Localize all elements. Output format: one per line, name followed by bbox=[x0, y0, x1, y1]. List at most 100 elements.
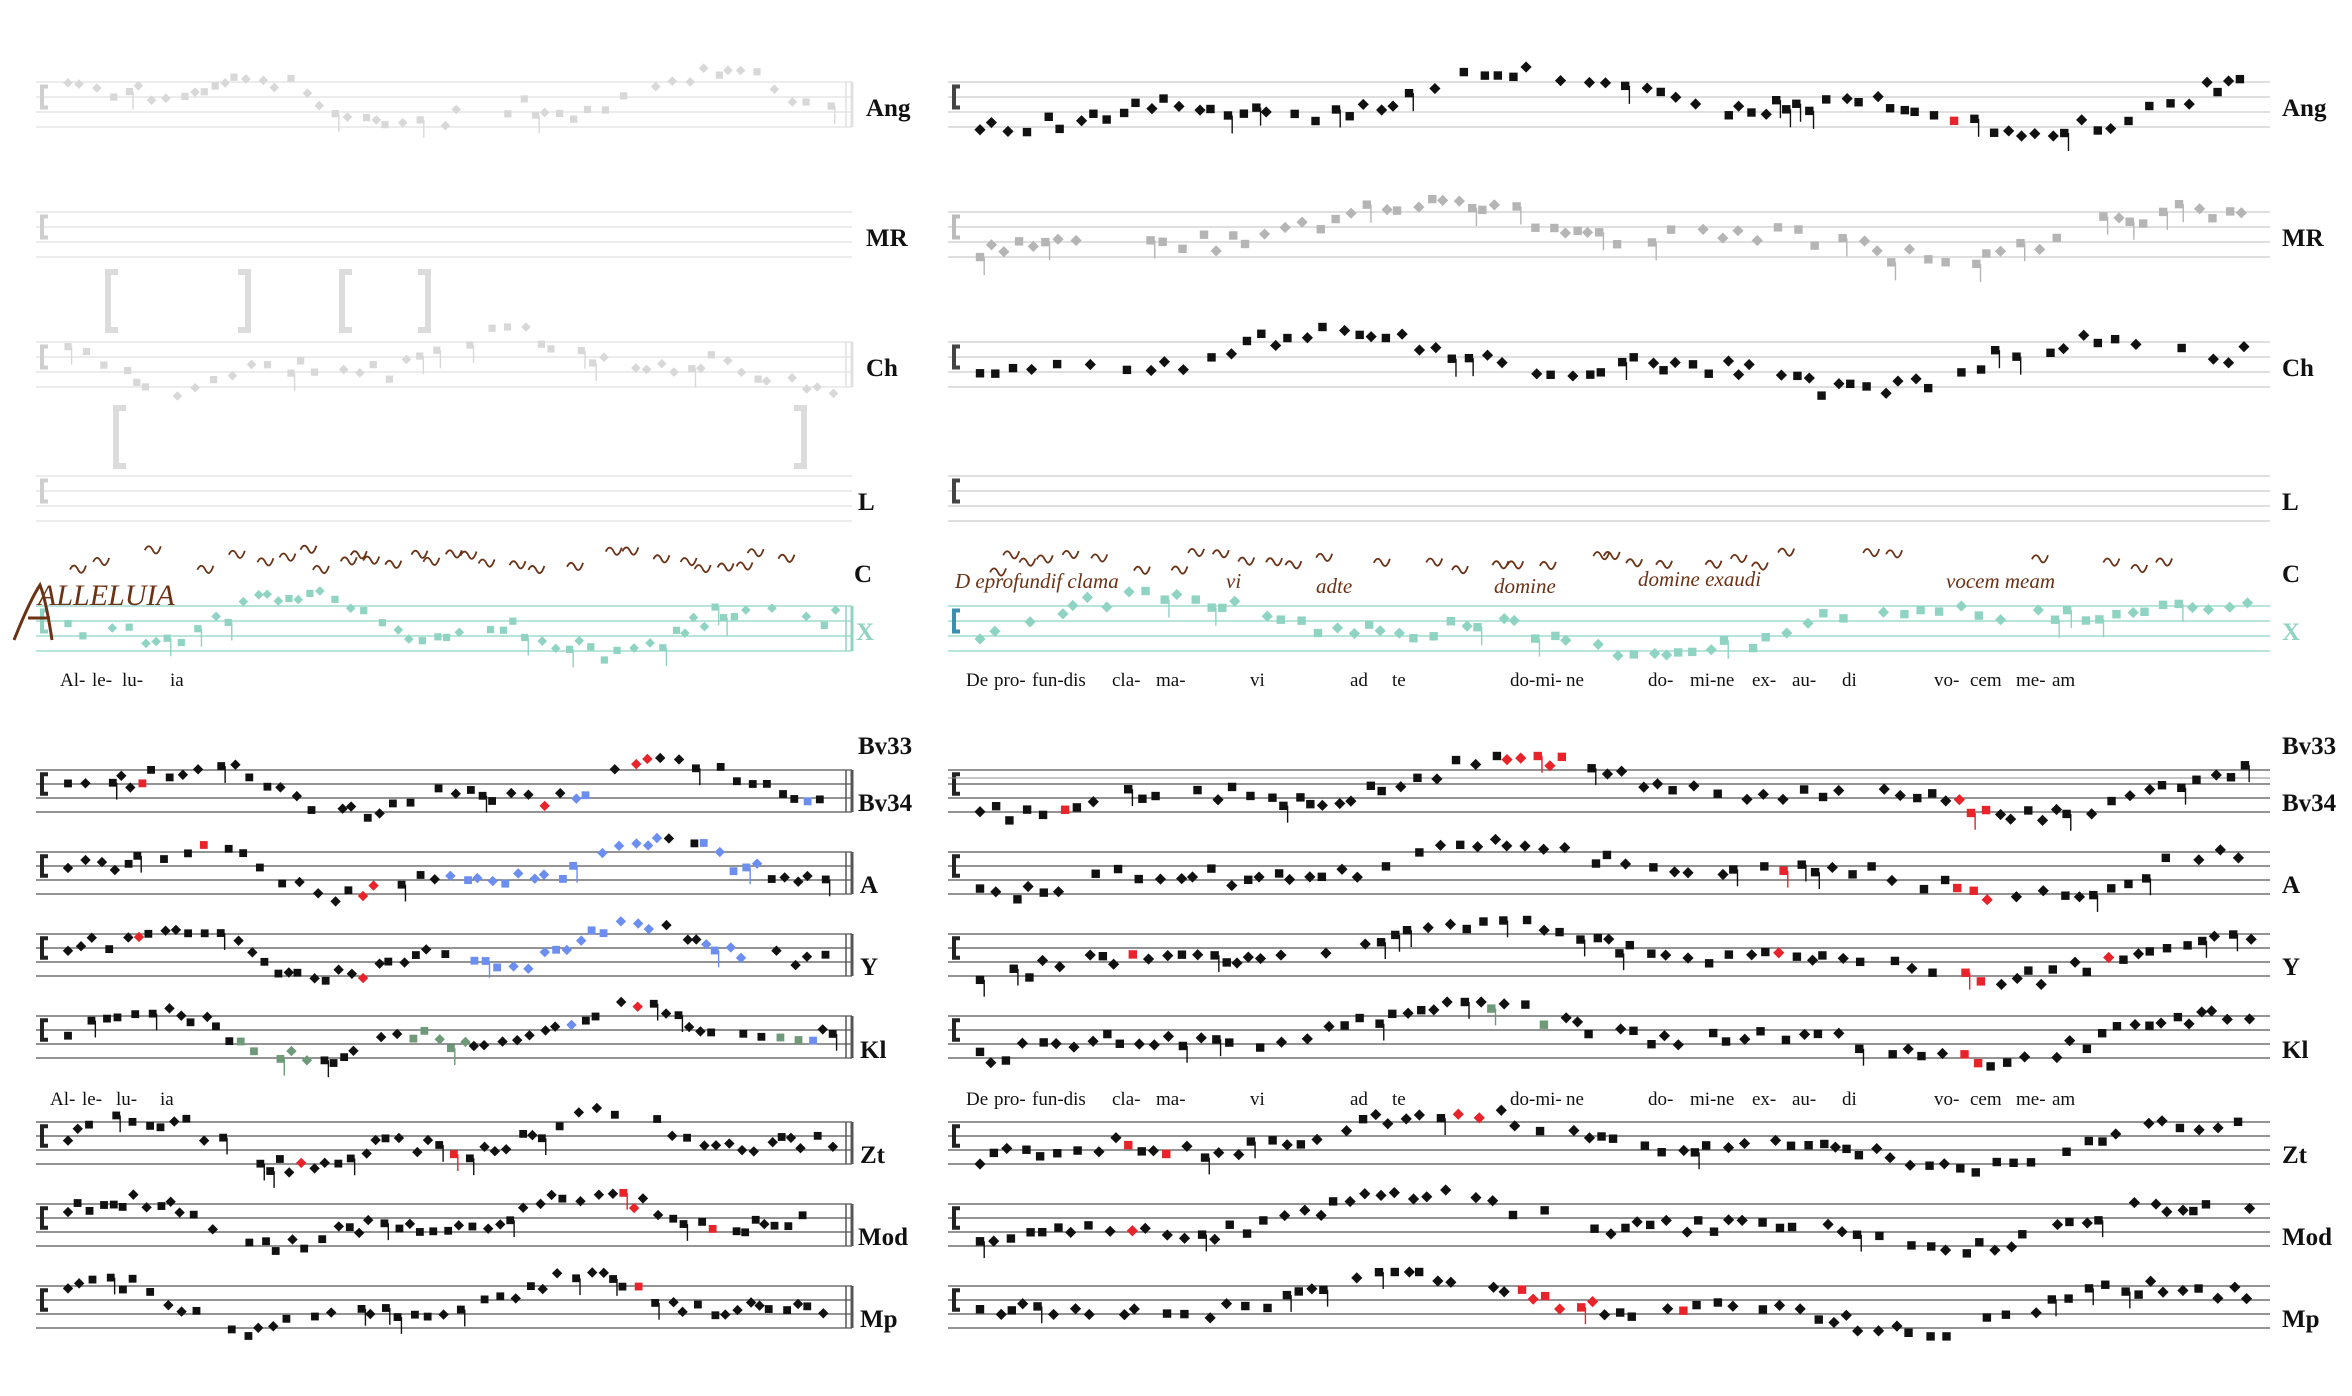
neume-square bbox=[1089, 109, 1098, 118]
neume-square bbox=[1855, 957, 1865, 967]
neume-rhombus bbox=[258, 75, 269, 86]
neume-square bbox=[547, 345, 555, 353]
neume-rhombus bbox=[1396, 328, 1408, 340]
siglum-right-l: L bbox=[2282, 489, 2299, 516]
neume-square bbox=[285, 594, 293, 603]
neume-rhombus bbox=[2240, 1293, 2253, 1305]
neume-square bbox=[1193, 785, 1202, 795]
neume-rhombus bbox=[268, 1321, 279, 1332]
neume-rhombus bbox=[720, 1309, 731, 1320]
neume-rhombus bbox=[1087, 796, 1099, 808]
neume-rhombus bbox=[576, 935, 587, 946]
neume-square bbox=[1679, 1306, 1688, 1315]
syllable: ne bbox=[1566, 670, 1584, 691]
syllable: me- bbox=[2016, 670, 2046, 691]
neume-square bbox=[1268, 793, 1277, 802]
staff bbox=[36, 341, 854, 388]
neume-rhombus bbox=[539, 946, 551, 958]
neume-square bbox=[521, 633, 529, 642]
neume-square bbox=[148, 1009, 157, 1018]
neume-square bbox=[1073, 1146, 1082, 1155]
neume-square bbox=[732, 777, 741, 786]
neume-square bbox=[1103, 1029, 1112, 1039]
neume-square bbox=[707, 1028, 716, 1037]
neume-square bbox=[1459, 67, 1469, 77]
neume-square bbox=[486, 626, 495, 634]
neume-rhombus bbox=[401, 354, 412, 365]
neume-square bbox=[1647, 949, 1656, 958]
neume-rhombus bbox=[346, 968, 358, 980]
neume-rhombus bbox=[2223, 75, 2235, 87]
neume-square bbox=[1688, 647, 1697, 657]
neume-rhombus bbox=[333, 1221, 345, 1232]
neume-rhombus bbox=[677, 1306, 688, 1318]
neume-rhombus bbox=[2193, 1124, 2205, 1136]
neume-rhombus bbox=[1001, 1142, 1013, 1155]
neume-square bbox=[1316, 225, 1325, 234]
neume-square bbox=[1246, 1137, 1256, 1146]
neume-square bbox=[2140, 607, 2149, 617]
neume-rhombus bbox=[513, 868, 524, 879]
neume-square bbox=[1041, 237, 1050, 247]
neume-rhombus bbox=[1995, 978, 2008, 990]
neume-rhombus bbox=[174, 1207, 185, 1218]
neume-rhombus bbox=[591, 1102, 603, 1114]
neume-square bbox=[2174, 599, 2183, 609]
neume-square bbox=[1972, 259, 1981, 269]
neume-rhombus bbox=[1261, 610, 1273, 622]
neume-rhombus bbox=[241, 74, 251, 84]
neume-square bbox=[1124, 1140, 1133, 1150]
neume-rhombus bbox=[1070, 234, 1082, 247]
neume-square bbox=[1200, 1153, 1210, 1162]
neume-rhombus bbox=[1323, 1020, 1335, 1033]
neume-rhombus bbox=[1413, 344, 1426, 356]
neume-rhombus bbox=[685, 77, 696, 87]
neume-square bbox=[659, 644, 667, 652]
syllable: te bbox=[1392, 1089, 1406, 1110]
syllable: am bbox=[2052, 1089, 2075, 1110]
neume-square bbox=[307, 806, 316, 814]
syllable: ia bbox=[170, 670, 184, 691]
neume-square bbox=[1647, 238, 1657, 247]
neume-square bbox=[1942, 1332, 1951, 1341]
siglum-right-zt: Zt bbox=[2282, 1142, 2308, 1169]
neume-rhombus bbox=[2050, 803, 2063, 816]
neume-square bbox=[1022, 127, 1032, 137]
neume-square bbox=[1377, 786, 1386, 796]
neume-square bbox=[1748, 643, 1758, 653]
neume-square bbox=[1462, 924, 1471, 934]
neume-rhombus bbox=[1370, 1108, 1382, 1121]
neume-rhombus bbox=[262, 589, 272, 600]
neume-square bbox=[1246, 791, 1255, 801]
neume-rhombus bbox=[495, 1219, 506, 1230]
staff bbox=[36, 1285, 854, 1329]
neume-square bbox=[456, 1305, 465, 1314]
neume-rhombus bbox=[1084, 949, 1096, 961]
neume-rhombus bbox=[1407, 1193, 1420, 1205]
neume-rhombus bbox=[374, 958, 385, 969]
neume-rhombus bbox=[598, 1267, 610, 1279]
neume-square bbox=[1499, 916, 1508, 925]
neume-rhombus bbox=[2124, 790, 2136, 802]
neume-rhombus bbox=[539, 107, 550, 118]
neume-rhombus bbox=[123, 932, 134, 943]
neume-rhombus bbox=[1422, 922, 1434, 934]
neume-square bbox=[1758, 1305, 1768, 1314]
neume-square bbox=[2177, 343, 2186, 353]
neume-square bbox=[1900, 609, 1909, 619]
neume-rhombus bbox=[680, 628, 690, 638]
neume-square bbox=[1818, 792, 1828, 802]
neume-rhombus bbox=[2032, 604, 2044, 616]
neume-rhombus bbox=[989, 625, 1001, 637]
neume-square bbox=[1257, 329, 1266, 338]
neume-rhombus bbox=[551, 1268, 563, 1279]
neume-rhombus bbox=[521, 322, 531, 332]
neume-square bbox=[496, 1292, 505, 1301]
neume-square bbox=[2101, 1280, 2110, 1289]
neume-square bbox=[1729, 865, 1738, 874]
neume-rhombus bbox=[688, 612, 699, 623]
neume-rhombus bbox=[1209, 1233, 1221, 1245]
neume-square bbox=[2235, 74, 2245, 84]
neume-square bbox=[260, 957, 269, 966]
neume-square bbox=[1035, 1152, 1045, 1161]
